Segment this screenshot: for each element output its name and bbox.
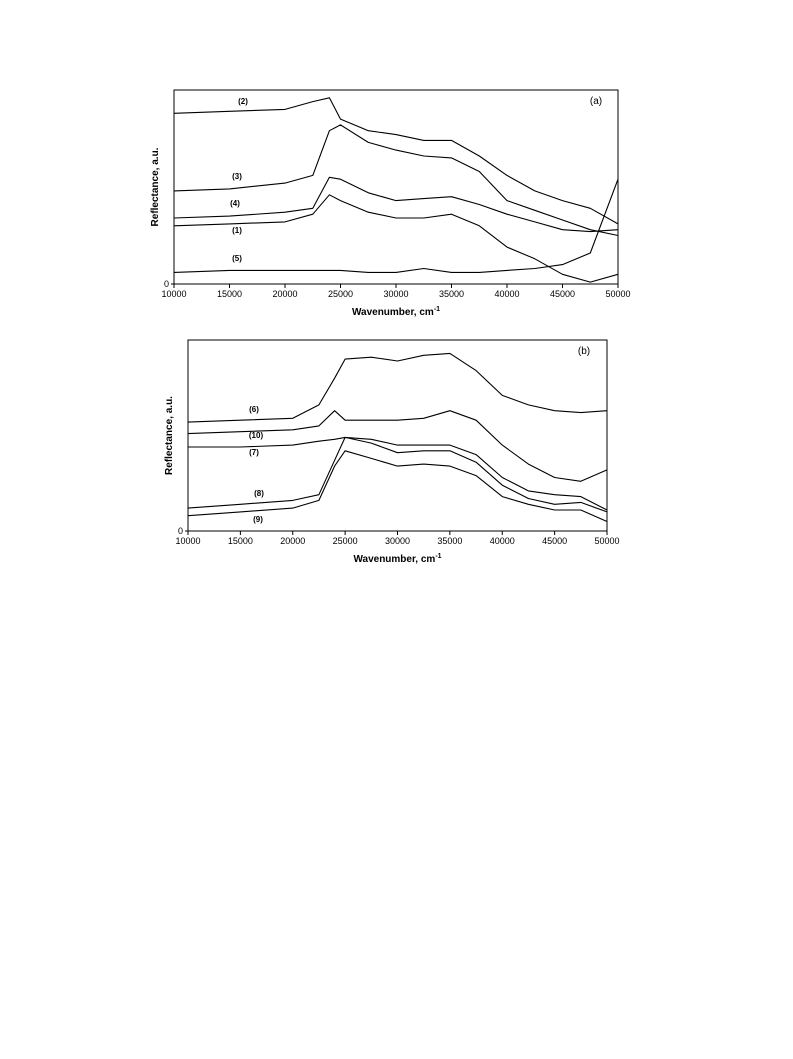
curve-label: (10)	[249, 431, 264, 440]
panel-label: (a)	[590, 96, 602, 107]
spectrum-line	[187, 436, 608, 513]
spectrum-line	[187, 410, 608, 482]
x-tick-label: 45000	[542, 536, 567, 546]
x-tick-label: 15000	[228, 536, 253, 546]
x-axis-label: Wavenumber, cm-1	[353, 553, 441, 565]
x-tick-label: 20000	[272, 289, 297, 299]
y-tick-label: 0	[178, 526, 183, 536]
curve-label: (5)	[232, 254, 242, 263]
x-axis-label: Wavenumber, cm-1	[352, 306, 440, 318]
spectrum-line	[173, 194, 619, 283]
curve-label: (1)	[232, 226, 242, 235]
curve-label: (2)	[238, 97, 248, 106]
x-tick-label: 10000	[175, 536, 200, 546]
x-tick-label: 15000	[217, 289, 242, 299]
y-axis-label: Reflectance, a.u.	[164, 396, 175, 475]
x-tick-label: 10000	[161, 289, 186, 299]
spectrum-line	[173, 97, 619, 225]
curve-label: (6)	[249, 405, 259, 414]
x-tick-label: 50000	[594, 536, 619, 546]
x-tick-label: 30000	[383, 289, 408, 299]
curve-label: (9)	[253, 515, 263, 524]
x-tick-label: 25000	[333, 536, 358, 546]
x-tick-label: 40000	[490, 536, 515, 546]
x-tick-label: 45000	[550, 289, 575, 299]
x-tick-label: 40000	[494, 289, 519, 299]
x-tick-label: 50000	[605, 289, 630, 299]
curve-label: (3)	[232, 172, 242, 181]
x-tick-label: 25000	[328, 289, 353, 299]
y-axis-label: Reflectance, a.u.	[150, 147, 161, 226]
spectrum-line	[188, 436, 608, 511]
x-axis-label-text: Wavenumber, cm	[353, 554, 435, 565]
spectrum-line	[173, 124, 619, 237]
panel-label: (b)	[578, 346, 590, 357]
spectrum-line	[173, 179, 619, 273]
x-tick-label: 30000	[385, 536, 410, 546]
curve-label: (7)	[249, 448, 259, 457]
x-tick-label: 20000	[280, 536, 305, 546]
x-axis-label-text: Wavenumber, cm	[352, 307, 434, 318]
spectrum-line	[187, 450, 608, 523]
spectrum-line	[173, 176, 619, 233]
x-tick-label: 35000	[437, 536, 462, 546]
x-axis-label-superscript: -1	[435, 553, 441, 560]
x-axis-label-superscript: -1	[434, 306, 440, 313]
spectrum-line	[187, 352, 608, 423]
x-tick-label: 35000	[439, 289, 464, 299]
y-tick-label: 0	[164, 279, 169, 289]
curve-label: (8)	[254, 489, 264, 498]
curve-label: (4)	[230, 199, 240, 208]
